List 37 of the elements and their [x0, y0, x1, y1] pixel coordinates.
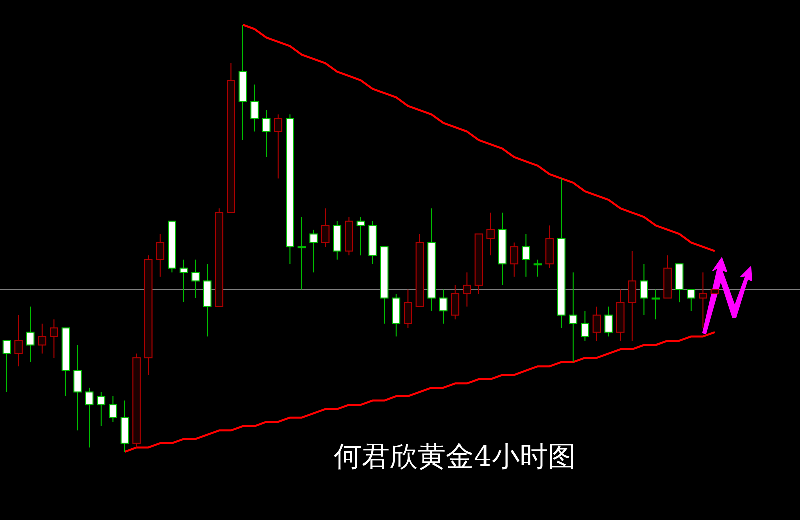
- candlestick: [604, 306, 613, 338]
- candlestick: [74, 344, 82, 432]
- candlestick: [14, 314, 23, 368]
- candlestick: [569, 272, 578, 363]
- candlestick: [592, 306, 602, 342]
- candlestick: [463, 272, 472, 308]
- candlestick: [180, 259, 188, 304]
- text: 何君欣黄金4小时图: [334, 440, 576, 473]
- candlestick: [156, 234, 165, 278]
- candlestick: [451, 284, 460, 320]
- candlestick: [356, 216, 366, 256]
- candlestick: [652, 289, 660, 320]
- candlestick: [510, 242, 519, 278]
- candlestick: [85, 387, 94, 448]
- candlestick: [699, 272, 708, 329]
- candlestick: [310, 229, 318, 274]
- candlestick: [262, 110, 271, 158]
- candlestick: [581, 310, 590, 342]
- candlestick: [522, 234, 530, 278]
- candlestick: [439, 289, 448, 324]
- candlestick: [298, 216, 306, 290]
- candlestick: [640, 264, 648, 316]
- candlestick: [534, 259, 542, 278]
- candlestick: [274, 114, 283, 180]
- candlestick: [109, 396, 118, 423]
- candlestick: [192, 259, 200, 299]
- candlestick: [97, 392, 106, 427]
- candlestick: [2, 340, 12, 393]
- candlestick: [486, 212, 495, 256]
- candlestick: [628, 250, 637, 342]
- candlestick: [38, 323, 47, 354]
- candlestick: [321, 208, 330, 248]
- candlestick: [50, 319, 58, 359]
- candlestick: [687, 289, 696, 312]
- candlestick: [404, 289, 412, 329]
- candlestick: [26, 306, 35, 363]
- candlestick: [250, 84, 259, 132]
